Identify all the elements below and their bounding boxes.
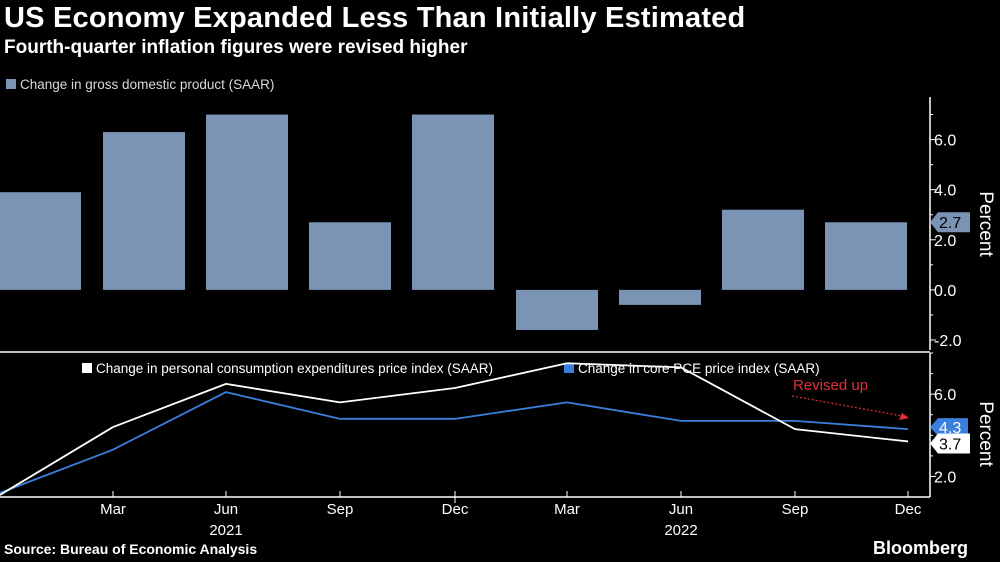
core-pce-last-value-label: 4.3 [939, 420, 961, 437]
gdp-bar-dec-2021 [412, 114, 494, 290]
x-tick-label: Dec [442, 501, 469, 518]
pce-y-axis-title: Percent [975, 401, 996, 467]
x-year-label: 2022 [664, 522, 697, 539]
legend-swatch-pce [82, 363, 92, 373]
x-tick-label: Jun [214, 501, 238, 518]
gdp-bar-dec-2022 [825, 222, 907, 290]
gdp-y-axis: -2.0 0.0 2.0 4.0 6.0 2.7 [929, 97, 970, 350]
x-tick-label: Mar [100, 501, 126, 518]
x-axis: Mar Jun Sep Dec Mar Jun Sep Dec 2021 2022 [0, 491, 930, 539]
x-year-label: 2021 [209, 522, 242, 539]
legend-label-core-pce: Change in core PCE price index (SAAR) [578, 361, 820, 376]
gdp-bar-mar-2021 [103, 132, 185, 290]
gdp-last-value-tag [930, 212, 970, 233]
x-tick-label: Sep [782, 501, 809, 518]
x-tick-label: Mar [554, 501, 580, 518]
gdp-bar-mar-2022 [516, 289, 598, 330]
gdp-bar-sep-2022 [722, 209, 804, 290]
gdp-y-tick-label: 4.0 [934, 183, 956, 200]
x-tick-label: Jun [669, 501, 693, 518]
x-tick-label: Dec [895, 501, 922, 518]
legend-swatch-gdp [6, 79, 16, 89]
source-note: Source: Bureau of Economic Analysis [4, 541, 258, 557]
annotation-arrow-line [791, 395, 903, 417]
x-tick-label: Sep [327, 501, 354, 518]
legend-label-pce: Change in personal consumption expenditu… [96, 361, 493, 376]
gdp-last-value-label: 2.7 [939, 215, 961, 232]
core-pce-line [0, 391, 909, 494]
gdp-bar-jun-2021 [206, 114, 288, 290]
pce-line [0, 362, 909, 496]
chart-title: US Economy Expanded Less Than Initially … [4, 2, 746, 34]
pce-lines [0, 362, 909, 496]
annotation-revised-up: Revised up [793, 377, 868, 394]
pce-last-value-tag [930, 433, 970, 454]
annotation-arrow-head [899, 413, 909, 420]
gdp-y-tick-label: 0.0 [934, 283, 956, 300]
gdp-y-tick-label: 2.0 [934, 233, 956, 250]
pce-y-tick-label: 6.0 [934, 387, 956, 404]
legend-swatch-core-pce [564, 363, 574, 373]
pce-y-tick-label: 2.0 [934, 469, 956, 486]
core-pce-last-value-tag [930, 418, 968, 437]
chart-subtitle: Fourth-quarter inflation figures were re… [4, 37, 468, 58]
gdp-y-tick-label: 6.0 [934, 133, 956, 150]
bloomberg-logo: Bloomberg [873, 538, 969, 558]
gdp-y-tick-label: -2.0 [934, 333, 962, 350]
gdp-bars [0, 114, 907, 330]
pce-last-value-label: 3.7 [939, 436, 961, 453]
pce-y-axis: 2.0 6.0 4.33.7 [929, 352, 970, 497]
gdp-bar-sep-2021 [309, 222, 391, 290]
legend-label-gdp: Change in gross domestic product (SAAR) [20, 77, 274, 92]
gdp-bar-dec-2020 [0, 192, 81, 290]
gdp-bar-jun-2022 [619, 289, 701, 305]
gdp-y-axis-title: Percent [975, 191, 996, 257]
